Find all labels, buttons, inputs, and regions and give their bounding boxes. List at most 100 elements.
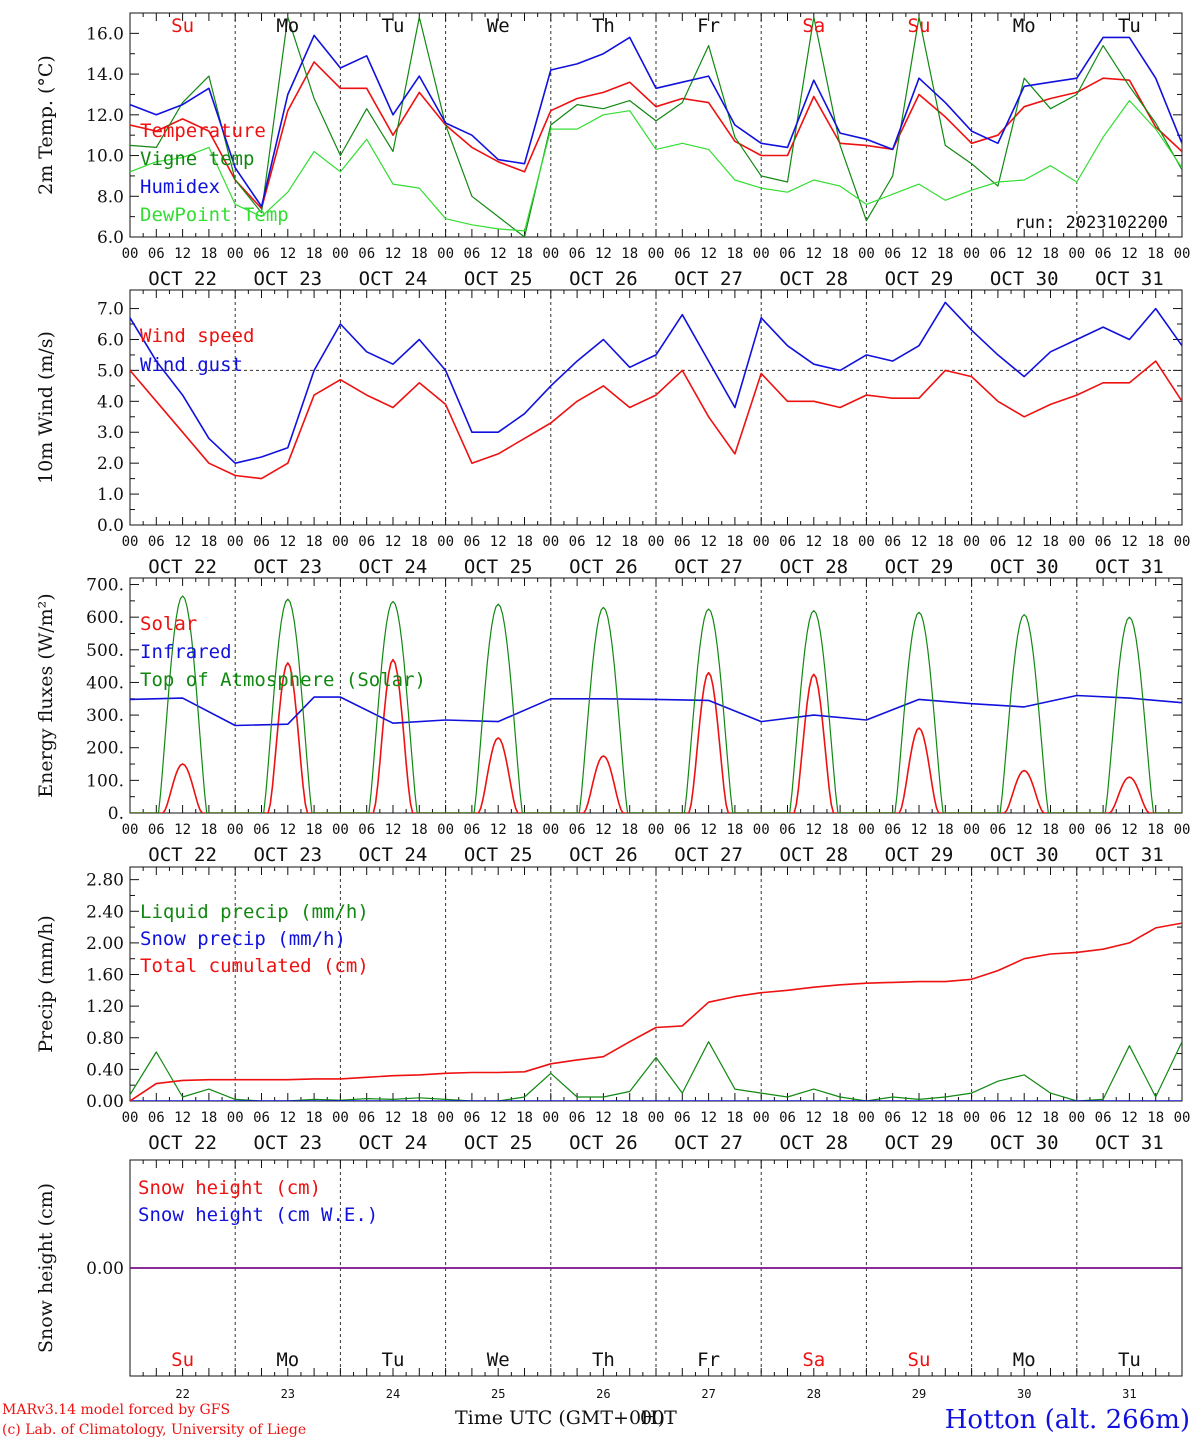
date-label: OCT 30: [990, 556, 1059, 578]
date-label: OCT 24: [359, 844, 428, 866]
hour-tick-label: 12: [700, 534, 717, 550]
hour-tick-label: 00: [1174, 822, 1191, 838]
date-label: OCT 23: [253, 268, 322, 290]
weekday-label: We: [487, 1349, 510, 1371]
y-tick-label: 12.0: [86, 106, 124, 126]
y-tick-label: 6.0: [97, 330, 124, 350]
y-tick-label: 1.60: [86, 966, 124, 986]
date-label: OCT 23: [253, 844, 322, 866]
day-number-label: 28: [807, 1387, 821, 1401]
legend-entry: DewPoint Temp: [140, 204, 289, 226]
day-number-label: 31: [1122, 1387, 1136, 1401]
hour-tick-label: 12: [279, 534, 296, 550]
hour-tick-label: 12: [700, 1110, 717, 1126]
y-axis-label: Precip (mm/h): [35, 915, 57, 1053]
hour-tick-label: 12: [911, 822, 928, 838]
date-label: OCT 25: [464, 1132, 533, 1154]
hour-tick-label: 06: [253, 1110, 270, 1126]
legend-entry: Vigne temp: [140, 148, 254, 170]
legend-entry: Temperature: [140, 120, 266, 142]
hour-tick-label: 00: [332, 246, 349, 262]
y-tick-label: 600.: [86, 608, 124, 628]
y-tick-label: 0.40: [86, 1060, 124, 1080]
date-label: OCT 22: [148, 1132, 217, 1154]
hour-tick-label: 00: [437, 246, 454, 262]
hour-tick-label: 06: [569, 1110, 586, 1126]
day-number-label: 29: [912, 1387, 926, 1401]
hour-tick-label: 00: [227, 1110, 244, 1126]
hour-tick-label: 06: [148, 822, 165, 838]
hour-tick-label: 12: [911, 246, 928, 262]
date-label: OCT 29: [885, 844, 954, 866]
hour-tick-label: 00: [1174, 246, 1191, 262]
hour-tick-label: 06: [989, 822, 1006, 838]
hour-tick-label: 06: [148, 246, 165, 262]
hour-tick-label: 06: [358, 534, 375, 550]
hour-tick-label: 18: [621, 534, 638, 550]
day-number-label: 30: [1017, 1387, 1031, 1401]
day-number-label: 26: [596, 1387, 610, 1401]
hour-tick-label: 06: [1095, 1110, 1112, 1126]
date-label: OCT 24: [359, 556, 428, 578]
weekday-label: Su: [171, 15, 194, 37]
date-label: OCT 28: [779, 844, 848, 866]
date-label: OCT 22: [148, 556, 217, 578]
hour-tick-label: 06: [569, 822, 586, 838]
hour-tick-label: 18: [937, 822, 954, 838]
y-tick-label: 2.40: [86, 902, 124, 922]
hour-tick-label: 18: [1147, 822, 1164, 838]
legend-entry: Snow height (cm W.E.): [138, 1204, 378, 1226]
date-label: OCT 23: [253, 556, 322, 578]
weekday-label: Su: [908, 15, 931, 37]
hour-tick-label: 12: [385, 534, 402, 550]
hour-tick-label: 00: [753, 1110, 770, 1126]
hour-tick-label: 06: [779, 822, 796, 838]
panel-series: [130, 922, 1182, 1101]
y-tick-label: 10.0: [86, 147, 124, 167]
hour-tick-label: 06: [779, 534, 796, 550]
legend-entry: Top of Atmosphere (Solar): [140, 669, 426, 691]
y-axis-label: Energy fluxes (W/m²): [35, 593, 57, 797]
weekday-label: Mo: [276, 1349, 299, 1371]
hour-tick-label: 00: [963, 534, 980, 550]
hour-tick-label: 00: [1174, 534, 1191, 550]
series-line-liquid-precip-mm-h-: [130, 1041, 1182, 1101]
hour-tick-label: 06: [253, 534, 270, 550]
hour-tick-label: 12: [1016, 246, 1033, 262]
date-label: OCT 24: [359, 268, 428, 290]
hour-tick-label: 12: [279, 1110, 296, 1126]
date-label: OCT 28: [779, 1132, 848, 1154]
weekday-label: Tu: [1118, 15, 1141, 37]
hour-tick-label: 18: [306, 822, 323, 838]
panel-energy: 0. 100. 200. 300. 400. 500. 600. 700. Energy flu…: [35, 576, 1190, 866]
date-label: OCT 25: [464, 556, 533, 578]
y-tick-label: 2.0: [97, 454, 124, 474]
hour-tick-label: 12: [595, 534, 612, 550]
hour-tick-label: 06: [463, 246, 480, 262]
hour-tick-label: 12: [174, 246, 191, 262]
weekday-label: Tu: [382, 15, 405, 37]
panel-precip: 0.00 0.40 0.80 1.20 1.60 2.00 2.40 2.80 Precip (…: [35, 866, 1190, 1154]
panel-series: [130, 16, 1182, 237]
series-line-solar: [130, 658, 1182, 813]
hour-tick-label: 12: [174, 822, 191, 838]
hour-tick-label: 12: [385, 246, 402, 262]
hour-tick-label: 00: [437, 822, 454, 838]
hour-tick-label: 06: [253, 246, 270, 262]
hour-tick-label: 00: [753, 534, 770, 550]
hour-tick-label: 18: [726, 534, 743, 550]
day-number-label: 27: [701, 1387, 715, 1401]
hour-tick-label: 18: [937, 246, 954, 262]
hour-tick-label: 12: [1016, 534, 1033, 550]
series-line-top-of-atmosphere-solar-: [130, 595, 1182, 813]
hour-tick-label: 12: [700, 822, 717, 838]
y-tick-label: 3.0: [97, 423, 124, 443]
hour-tick-label: 12: [595, 1110, 612, 1126]
hour-tick-label: 12: [1121, 534, 1138, 550]
weekday-label: We: [487, 15, 510, 37]
hour-tick-label: 18: [1147, 1110, 1164, 1126]
hour-tick-label: 12: [385, 822, 402, 838]
hour-tick-label: 06: [569, 534, 586, 550]
weekday-label: Mo: [276, 15, 299, 37]
weekday-label: Tu: [1118, 1349, 1141, 1371]
